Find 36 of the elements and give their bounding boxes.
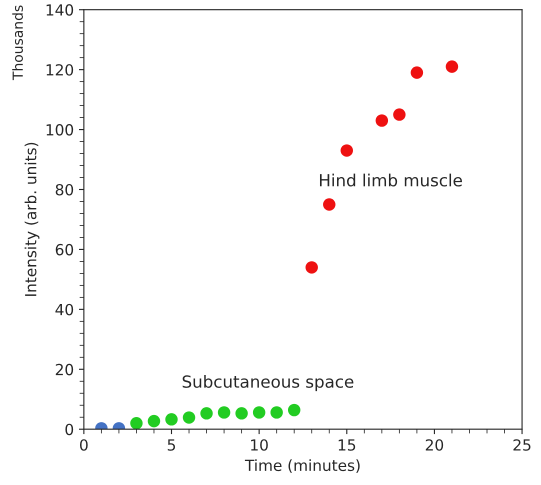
point bbox=[218, 406, 230, 419]
point bbox=[130, 417, 143, 430]
point bbox=[182, 411, 196, 424]
point bbox=[165, 413, 178, 426]
y-tick-label: 100 bbox=[46, 124, 74, 136]
point bbox=[410, 66, 424, 79]
point bbox=[270, 406, 283, 419]
y-tick-label: 60 bbox=[56, 244, 74, 256]
point bbox=[252, 406, 266, 419]
point bbox=[200, 407, 213, 420]
point bbox=[393, 108, 406, 121]
x-tick-label: 0 bbox=[80, 439, 88, 451]
y-tick-label: 20 bbox=[56, 364, 74, 376]
point bbox=[446, 60, 458, 73]
x-tick-label: 25 bbox=[513, 439, 530, 451]
annotation: Hind limb muscle bbox=[320, 174, 462, 187]
point bbox=[306, 261, 318, 274]
x-axis-title: Time (minutes) bbox=[244, 459, 360, 473]
annotation: Subcutaneous space bbox=[182, 375, 354, 392]
x-tick-label: 5 bbox=[168, 439, 176, 451]
point bbox=[340, 144, 353, 157]
y-tick-label: 140 bbox=[46, 4, 74, 16]
x-tick-label: 15 bbox=[338, 439, 356, 451]
y-tick-label: 40 bbox=[55, 304, 74, 316]
point bbox=[235, 407, 248, 420]
x-tick-label: 20 bbox=[426, 439, 444, 451]
point bbox=[376, 114, 388, 127]
point bbox=[148, 414, 160, 428]
y-tick-label: 80 bbox=[56, 184, 74, 196]
text: Thousands bbox=[12, 6, 23, 80]
point bbox=[323, 198, 336, 211]
x-tick-label: 10 bbox=[251, 439, 268, 451]
y-tick-label: 0 bbox=[65, 424, 74, 436]
y-tick-label: 120 bbox=[46, 64, 74, 76]
point bbox=[288, 404, 300, 416]
y-axis-title: Intensity (arb. units) bbox=[24, 142, 40, 296]
